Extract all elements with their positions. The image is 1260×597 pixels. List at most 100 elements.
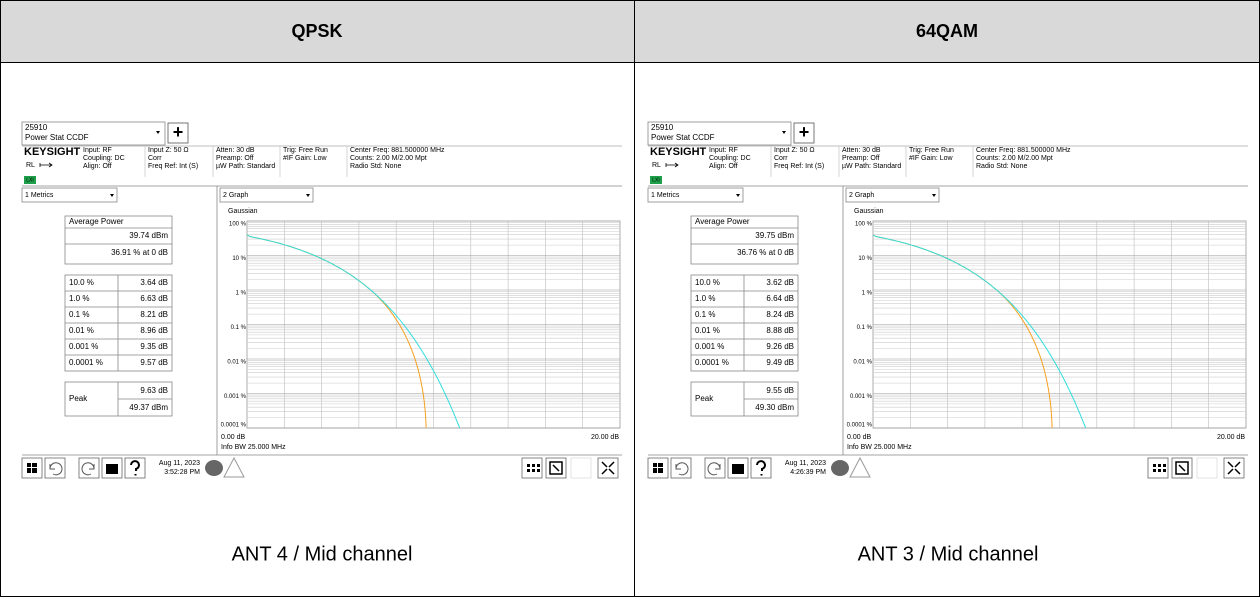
window-title: 25910 — [25, 123, 48, 132]
y-tick-label: 0.001 % — [224, 394, 247, 400]
stat-prob: 0.001 % — [695, 342, 724, 351]
brand: KEYSIGHT — [24, 146, 81, 158]
peak-dbm: 49.37 dBm — [129, 403, 168, 412]
help-icon — [130, 460, 140, 476]
status-text: Radio Std: None — [350, 163, 401, 170]
stat-db: 9.49 dB — [766, 358, 794, 367]
zoom-button — [597, 457, 619, 479]
peak-dbm: 49.30 dBm — [755, 403, 794, 412]
status-text: Coupling: DC — [709, 155, 751, 162]
average-power-box — [64, 215, 173, 265]
stat-db: 8.21 dB — [140, 310, 168, 319]
stat-db: 8.88 dB — [766, 326, 794, 335]
average-power-label: Average Power — [695, 217, 750, 226]
status-text: µW Path: Standard — [216, 163, 275, 170]
status-text: #IF Gain: Low — [283, 155, 328, 162]
touch-icon — [1175, 461, 1189, 475]
add-button — [793, 122, 815, 144]
layout-button — [1196, 457, 1218, 479]
windows-logo — [27, 463, 37, 473]
status-text: Coupling: DC — [83, 155, 125, 162]
touch-icon — [549, 461, 563, 475]
status-text: Atten: 30 dB — [216, 147, 255, 154]
stat-db: 6.64 dB — [766, 294, 794, 303]
status-text: Align: Off — [83, 163, 112, 170]
y-tick-label: 10 % — [232, 256, 246, 262]
stat-prob: 0.1 % — [69, 310, 89, 319]
status-text: Trig: Free Run — [909, 147, 954, 154]
status-text: Counts: 2.00 M/2.00 Mpt — [976, 155, 1053, 162]
keypad-icon — [1153, 464, 1166, 472]
status-text: Freq Ref: Int (S) — [774, 163, 824, 170]
stat-prob: 1.0 % — [69, 294, 89, 303]
folder-icon — [106, 464, 118, 474]
add-button — [167, 122, 189, 144]
folder-icon — [732, 464, 744, 474]
gaussian-trace — [872, 234, 1087, 429]
stat-db: 9.57 dB — [140, 358, 168, 367]
dropdown-arrow — [110, 194, 114, 197]
y-tick-label: 10 % — [858, 256, 872, 262]
info-bw: Info BW 25.000 MHz — [847, 444, 912, 451]
stat-db: 3.62 dB — [766, 278, 794, 287]
lxi-badge — [24, 176, 36, 184]
stat-prob: 0.0001 % — [695, 358, 729, 367]
help-button — [750, 457, 772, 479]
average-power-label: Average Power — [69, 217, 124, 226]
windows-logo — [653, 463, 663, 473]
chat-icon — [831, 460, 849, 476]
help-button — [124, 457, 146, 479]
date: Aug 11, 2023 — [159, 460, 200, 467]
window-subtitle: Power Stat CCDF — [651, 133, 715, 142]
caption: ANT 4 / Mid channel — [232, 543, 413, 565]
dropdown-arrow — [932, 194, 936, 197]
rl-label: RL — [652, 162, 661, 169]
date: Aug 11, 2023 — [785, 460, 826, 467]
layout-button — [570, 457, 592, 479]
y-tick-label: 0.1 % — [857, 325, 873, 331]
metrics-tab: 1 Metrics — [25, 192, 54, 199]
status-text: Preamp: Off — [842, 155, 880, 162]
status-text: Center Freq: 881.500000 MHz — [350, 147, 445, 154]
undo-icon — [49, 462, 63, 476]
metrics-tab: 1 Metrics — [651, 192, 680, 199]
average-power-pct: 36.76 % at 0 dB — [737, 248, 794, 257]
header-bg — [0, 0, 1260, 63]
average-power-box — [690, 215, 799, 265]
redo-icon — [707, 462, 721, 476]
lxi-label: LXI — [652, 177, 660, 183]
undo-icon — [675, 462, 689, 476]
status-text: Freq Ref: Int (S) — [148, 163, 198, 170]
arrow-icon — [665, 162, 679, 168]
measurement-dropdown — [647, 121, 792, 146]
y-tick-label: 0.0001 % — [221, 423, 247, 429]
keypad-button — [1147, 457, 1169, 479]
status-text: Atten: 30 dB — [842, 147, 881, 154]
stat-prob: 0.1 % — [695, 310, 715, 319]
x-end-label: 20.00 dB — [1217, 434, 1245, 441]
stat-db: 3.64 dB — [140, 278, 168, 287]
average-power-pct: 36.91 % at 0 dB — [111, 248, 168, 257]
stat-prob: 0.01 % — [69, 326, 94, 335]
stat-prob: 1.0 % — [695, 294, 715, 303]
lxi-label: LXI — [26, 177, 34, 183]
alert-icon — [849, 456, 871, 478]
y-tick-label: 0.01 % — [227, 360, 246, 366]
status-text: Counts: 2.00 M/2.00 Mpt — [350, 155, 427, 162]
lxi-badge — [650, 176, 662, 184]
caption: ANT 3 / Mid channel — [858, 543, 1039, 565]
y-tick-label: 100 % — [229, 222, 247, 228]
window-subtitle: Power Stat CCDF — [25, 133, 89, 142]
y-tick-label: 0.0001 % — [847, 423, 873, 429]
trace-label: Gaussian — [228, 208, 258, 215]
help-icon — [756, 460, 766, 476]
average-power-dbm: 39.74 dBm — [129, 231, 168, 240]
stat-prob: 10.0 % — [69, 278, 94, 287]
status-text: Radio Std: None — [976, 163, 1027, 170]
alert-icon — [223, 456, 245, 478]
stat-prob: 0.01 % — [695, 326, 720, 335]
rl-label: RL — [26, 162, 35, 169]
stat-db: 9.35 dB — [140, 342, 168, 351]
y-tick-label: 1 % — [862, 291, 873, 297]
average-power-dbm: 39.75 dBm — [755, 231, 794, 240]
